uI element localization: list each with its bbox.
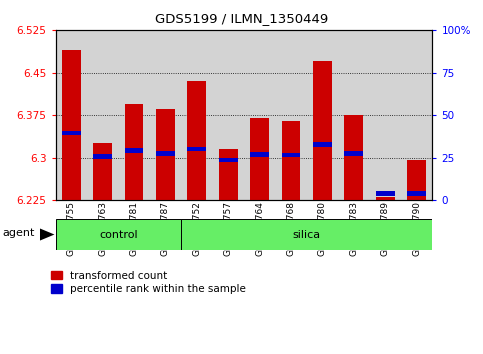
Bar [250, 118, 269, 200]
Bar [344, 151, 363, 156]
Bar [407, 191, 426, 196]
Bar [156, 151, 175, 156]
Legend: transformed count, percentile rank within the sample: transformed count, percentile rank withi… [51, 271, 246, 294]
Bar [125, 148, 143, 153]
Bar [407, 160, 426, 200]
Bar [156, 109, 175, 200]
Bar [56, 219, 181, 250]
Polygon shape [40, 229, 55, 241]
Bar [187, 81, 206, 200]
Bar [219, 149, 238, 200]
Bar [181, 219, 432, 250]
Bar [250, 152, 269, 156]
Bar [93, 154, 112, 159]
Bar [219, 158, 238, 162]
Text: GDS5199 / ILMN_1350449: GDS5199 / ILMN_1350449 [155, 12, 328, 25]
Bar [313, 61, 332, 200]
Bar [93, 143, 112, 200]
Text: control: control [99, 229, 138, 240]
Bar [282, 153, 300, 158]
Text: silica: silica [293, 229, 321, 240]
Bar [376, 191, 395, 196]
Bar [62, 131, 81, 135]
Bar [125, 104, 143, 200]
Bar [313, 142, 332, 147]
Bar [282, 121, 300, 200]
Bar [187, 147, 206, 152]
Bar [376, 197, 395, 200]
Text: agent: agent [3, 228, 35, 238]
Bar [62, 50, 81, 200]
Bar [344, 115, 363, 200]
